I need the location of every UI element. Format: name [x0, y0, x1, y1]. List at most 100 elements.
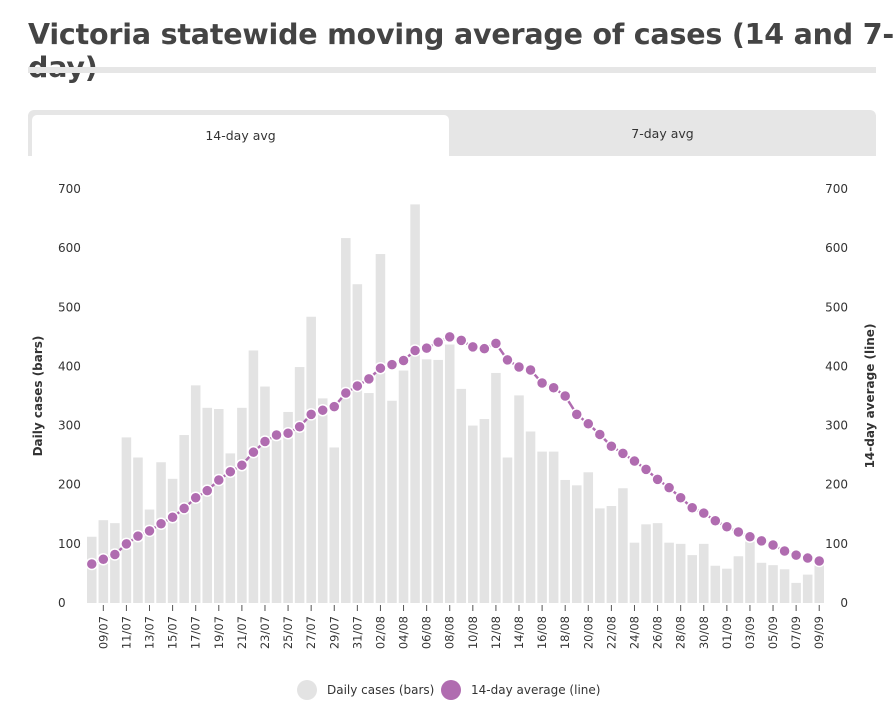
line-point: [374, 361, 387, 375]
bar: [179, 435, 189, 603]
y-left-tick-label: 300: [58, 419, 81, 433]
x-tick-label: 26/08: [651, 616, 665, 649]
bar: [687, 555, 697, 603]
line-point: [339, 386, 353, 400]
bar: [548, 451, 559, 603]
line-point: [605, 440, 618, 453]
title-divider: [28, 67, 876, 73]
bar: [698, 543, 709, 603]
line-point: [801, 551, 814, 565]
bar: [641, 524, 651, 603]
line-point: [385, 358, 399, 371]
tab-7-day-avg[interactable]: 7-day avg: [631, 125, 694, 141]
line-point: [408, 344, 422, 357]
bar: [433, 359, 443, 603]
line-point: [720, 520, 734, 533]
y-right-tick-label: 100: [825, 537, 848, 551]
bar: [364, 393, 374, 603]
line-point: [812, 554, 826, 568]
line-point: [685, 501, 699, 515]
line-point: [755, 534, 768, 548]
bar: [652, 523, 663, 603]
line-point: [766, 538, 780, 552]
bar: [583, 472, 594, 603]
bar: [560, 479, 570, 603]
y-left-tick-label: 100: [58, 537, 81, 551]
x-tick-label: 19/07: [212, 616, 226, 649]
legend-item-14-day-average[interactable]: 14-day average (line): [441, 680, 600, 700]
line-point: [247, 445, 260, 459]
legend-swatch-bars: [297, 680, 317, 700]
bar: [225, 453, 236, 603]
x-tick-label: 27/07: [304, 616, 318, 649]
x-tick-label: 21/07: [235, 616, 249, 649]
bar: [595, 508, 605, 603]
x-tick-label: 06/08: [420, 616, 434, 649]
bar: [629, 542, 640, 603]
x-tick-label: 03/09: [743, 616, 757, 649]
line-point: [547, 381, 560, 394]
line-point: [85, 557, 99, 571]
x-tick-label: 17/07: [189, 616, 203, 649]
bar: [468, 425, 478, 603]
bar: [306, 316, 316, 603]
x-tick-label: 16/08: [535, 616, 549, 649]
line-point: [108, 548, 122, 561]
bar: [664, 542, 674, 603]
line-point: [662, 481, 676, 494]
line-point: [674, 491, 687, 504]
x-tick-label: 09/09: [812, 616, 826, 649]
line-point: [281, 427, 295, 440]
bar: [329, 447, 340, 603]
x-tick-label: 18/08: [558, 616, 572, 649]
bar: [606, 506, 617, 603]
y-right-tick-label: 400: [825, 359, 848, 373]
x-tick-label: 29/07: [327, 616, 341, 649]
bar: [410, 204, 420, 603]
bar: [444, 344, 455, 603]
bar: [202, 407, 213, 603]
bar: [722, 568, 732, 603]
y-left-axis-title: Daily cases (bars): [31, 336, 45, 457]
line-point: [558, 389, 572, 403]
line-point: [431, 335, 445, 349]
y-left-tick-label: 400: [58, 359, 81, 373]
bar: [502, 457, 513, 603]
line-point: [628, 454, 641, 468]
bar: [675, 543, 686, 603]
line-point: [778, 544, 791, 558]
bar: [156, 462, 166, 603]
line-point: [166, 510, 179, 524]
bar: [375, 254, 386, 604]
line-point: [593, 428, 607, 441]
bar: [745, 541, 755, 603]
legend-item-daily-cases[interactable]: Daily cases (bars): [297, 680, 434, 700]
line-point: [235, 458, 249, 472]
line-point: [789, 548, 803, 562]
bar: [491, 372, 501, 603]
bar: [421, 359, 432, 603]
line-point: [732, 525, 745, 539]
line-point: [293, 420, 306, 434]
page-title: Victoria statewide moving average of cas…: [28, 18, 894, 84]
line-point: [258, 435, 272, 448]
bar: [248, 350, 259, 603]
line-point: [697, 506, 711, 520]
legend-label-14-day-average: 14-day average (line): [471, 683, 601, 697]
line-point: [362, 372, 376, 386]
bar: [571, 485, 582, 603]
line-point: [177, 502, 191, 515]
x-tick-label: 30/08: [697, 616, 711, 649]
line-point: [743, 530, 757, 544]
x-tick-label: 09/07: [96, 616, 110, 649]
tab-14-day-avg[interactable]: 14-day avg: [32, 115, 449, 156]
line-point: [535, 376, 549, 390]
bar: [456, 388, 467, 603]
bar: [110, 523, 120, 603]
moving-average-chart: 0 0 100 100 200 200 300 300 400 400 500 500 600 600 70…: [31, 182, 877, 649]
y-left-tick-label: 200: [58, 478, 81, 492]
bar: [398, 370, 409, 603]
y-left-tick-label: 500: [58, 300, 81, 314]
line-point: [582, 417, 595, 431]
line-point: [143, 524, 156, 538]
